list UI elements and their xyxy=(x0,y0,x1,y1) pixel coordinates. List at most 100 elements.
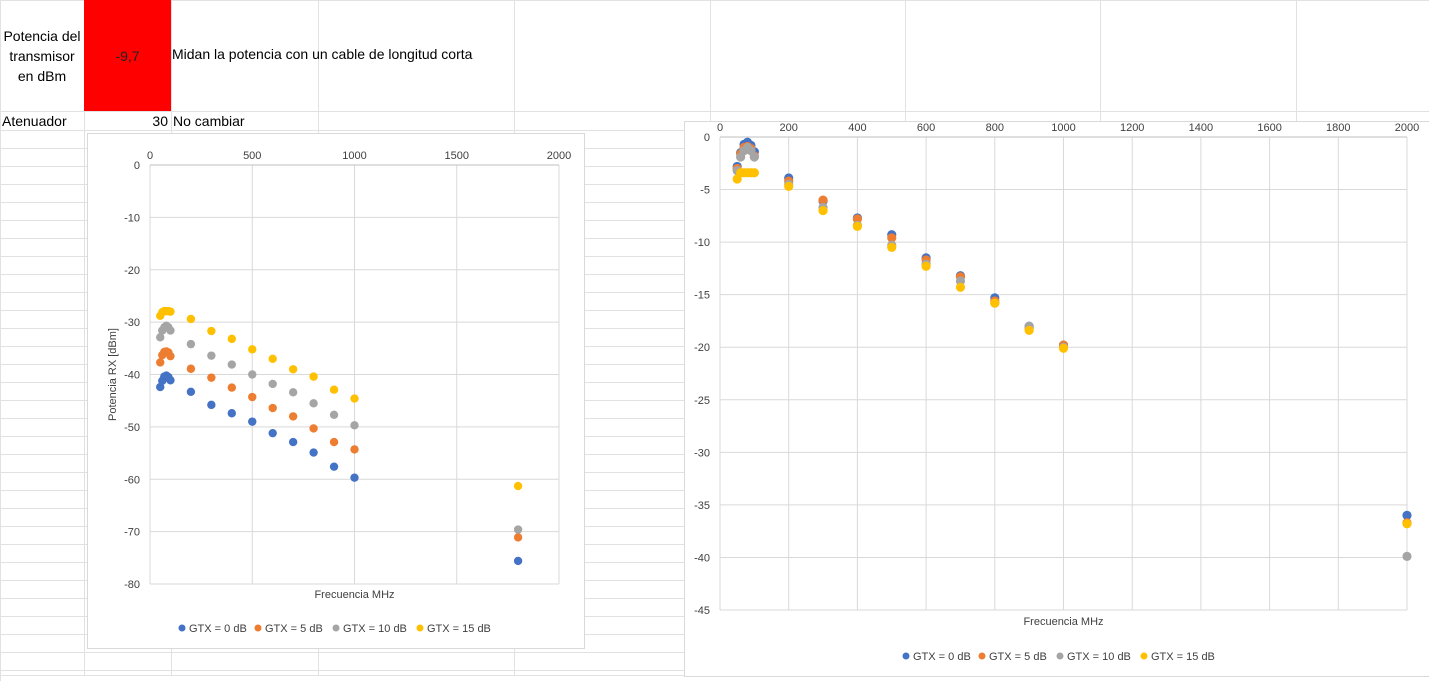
data-point[interactable] xyxy=(749,168,759,178)
data-point[interactable] xyxy=(513,525,523,534)
transmitter-power-label-line: en dBm xyxy=(17,68,67,84)
data-point[interactable] xyxy=(186,364,196,373)
data-point[interactable] xyxy=(350,473,359,482)
x-tick-label: 0 xyxy=(717,122,723,134)
data-point[interactable] xyxy=(1402,519,1412,529)
transmitter-power-value: -9,7 xyxy=(115,47,140,64)
data-point[interactable] xyxy=(166,326,175,335)
data-point[interactable] xyxy=(186,339,196,349)
legend-marker xyxy=(416,624,424,632)
data-point[interactable] xyxy=(227,383,236,392)
data-point[interactable] xyxy=(309,424,318,433)
data-point[interactable] xyxy=(248,370,257,379)
data-point[interactable] xyxy=(784,181,794,192)
data-point[interactable] xyxy=(350,394,359,403)
data-point[interactable] xyxy=(1024,325,1034,336)
data-point[interactable] xyxy=(329,410,339,420)
transmitter-power-label-line: transmisor xyxy=(9,48,75,64)
data-point[interactable] xyxy=(166,307,175,316)
data-point[interactable] xyxy=(1402,551,1412,561)
data-point[interactable] xyxy=(513,556,523,566)
data-point[interactable] xyxy=(887,233,897,243)
data-point[interactable] xyxy=(186,314,196,324)
legend-item[interactable]: GTX = 15 dB xyxy=(416,623,491,635)
data-point[interactable] xyxy=(268,354,277,363)
data-point[interactable] xyxy=(268,379,277,389)
data-point[interactable] xyxy=(227,334,236,344)
legend-label: GTX = 10 dB xyxy=(1067,651,1131,663)
data-point[interactable] xyxy=(309,448,318,457)
data-point[interactable] xyxy=(186,387,196,396)
legend-item[interactable]: GTX = 5 dB xyxy=(254,623,323,635)
y-tick-label: -40 xyxy=(694,552,710,564)
data-point[interactable] xyxy=(990,298,1000,308)
x-tick-label: 1800 xyxy=(1326,122,1350,134)
data-point[interactable] xyxy=(818,205,828,216)
data-point[interactable] xyxy=(329,385,339,394)
y-tick-label: -70 xyxy=(124,527,140,539)
data-point[interactable] xyxy=(207,373,216,382)
data-point[interactable] xyxy=(166,351,175,361)
legend-item[interactable]: GTX = 0 dB xyxy=(902,651,971,663)
x-tick-label: 1400 xyxy=(1189,122,1213,134)
data-point[interactable] xyxy=(288,412,298,421)
data-point[interactable] xyxy=(288,437,298,447)
y-tick-label: -30 xyxy=(694,447,710,459)
legend-item[interactable]: GTX = 10 dB xyxy=(1056,651,1131,663)
data-point[interactable] xyxy=(921,261,931,271)
y-tick-label: 0 xyxy=(134,160,140,172)
attenuator-value-cell[interactable]: 30 xyxy=(152,113,168,129)
y-tick-label: -40 xyxy=(124,370,140,382)
data-point[interactable] xyxy=(268,403,277,413)
data-point[interactable] xyxy=(1058,343,1069,353)
data-point[interactable] xyxy=(227,360,236,369)
data-point[interactable] xyxy=(207,351,216,360)
data-point[interactable] xyxy=(955,282,966,292)
data-point[interactable] xyxy=(955,276,966,286)
transmitter-power-cell[interactable]: -9,7 xyxy=(84,0,171,111)
data-point[interactable] xyxy=(852,214,862,224)
data-point[interactable] xyxy=(513,481,523,491)
legend-marker xyxy=(178,624,186,632)
data-point[interactable] xyxy=(329,462,339,471)
data-point[interactable] xyxy=(350,421,359,430)
data-point[interactable] xyxy=(288,388,298,397)
transmitter-power-note: Midan la potencia con un cable de longit… xyxy=(172,46,473,62)
chart-potencia-rx-svg: 0 500 1000 1500 2000 0 -10 -20 -30 -40 -50 -60 -70 -8… xyxy=(107,150,571,635)
legend-label: GTX = 5 dB xyxy=(989,651,1047,663)
y-tick-label: -5 xyxy=(700,185,710,197)
data-point[interactable] xyxy=(818,195,828,205)
y-tick-label: 0 xyxy=(704,132,710,144)
data-point[interactable] xyxy=(309,399,318,408)
data-point[interactable] xyxy=(329,437,339,447)
data-point[interactable] xyxy=(513,533,523,542)
data-point[interactable] xyxy=(207,400,216,410)
y-tick-label: -30 xyxy=(124,317,140,329)
data-point[interactable] xyxy=(887,242,897,252)
data-point[interactable] xyxy=(1402,510,1412,520)
data-point[interactable] xyxy=(852,221,862,231)
legend-item[interactable]: GTX = 10 dB xyxy=(332,623,407,635)
data-point[interactable] xyxy=(207,326,216,336)
data-point[interactable] xyxy=(288,365,298,374)
legend-item[interactable]: GTX = 0 dB xyxy=(178,623,247,635)
x-tick-label: 1200 xyxy=(1120,122,1144,134)
data-point[interactable] xyxy=(268,428,277,438)
x-tick-label: 1500 xyxy=(445,150,469,162)
chart-normalized[interactable]: 0 200 400 600 800 1000 1200 1400 1600 1800 2000 0 -5… xyxy=(684,121,1429,677)
x-tick-label: 2000 xyxy=(1395,122,1419,134)
chart-potencia-rx[interactable]: 0 500 1000 1500 2000 0 -10 -20 -30 -40 -50 -60 -70 -8… xyxy=(87,133,585,649)
data-point[interactable] xyxy=(248,345,257,354)
data-point[interactable] xyxy=(166,376,175,385)
data-point[interactable] xyxy=(749,152,759,162)
data-point[interactable] xyxy=(156,358,165,367)
x-tick-label: 1000 xyxy=(342,150,366,162)
data-point[interactable] xyxy=(350,445,359,454)
data-point[interactable] xyxy=(309,372,318,381)
data-point[interactable] xyxy=(248,417,257,426)
legend-item[interactable]: GTX = 15 dB xyxy=(1140,651,1215,663)
data-point[interactable] xyxy=(248,392,257,402)
data-point[interactable] xyxy=(227,409,236,418)
legend-item[interactable]: GTX = 5 dB xyxy=(978,651,1047,663)
data-point[interactable] xyxy=(156,333,165,342)
